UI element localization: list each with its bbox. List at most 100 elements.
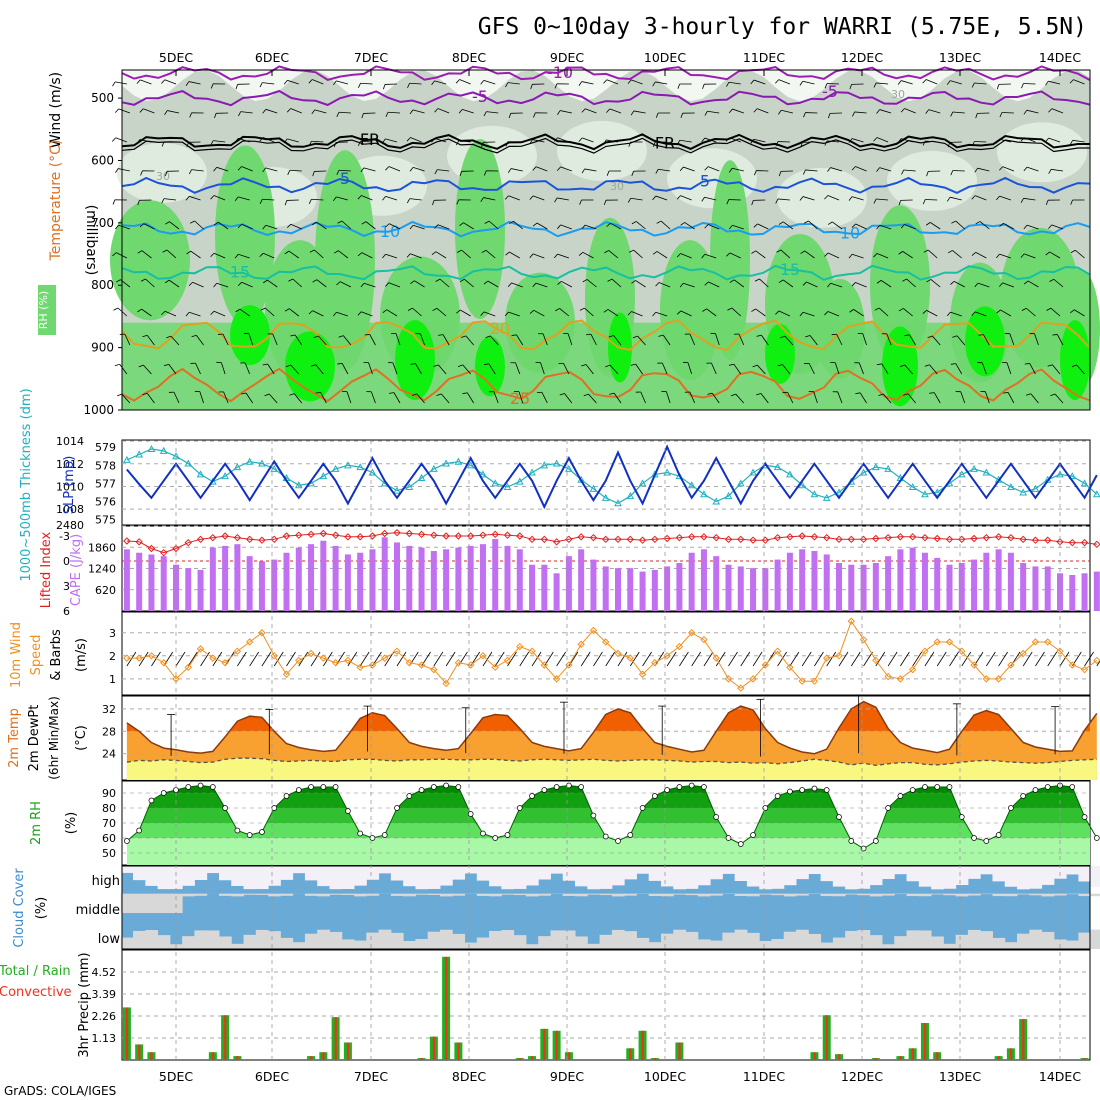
wind10m-barb xyxy=(507,651,517,667)
wind10m-barb xyxy=(703,651,714,667)
wind-barb-flag xyxy=(680,113,684,119)
rh-tick-label: 50 xyxy=(102,847,116,860)
wind-barb xyxy=(704,137,717,143)
cloud-low-bar xyxy=(869,935,883,949)
wind-barb xyxy=(757,108,769,114)
precip-tick-label: 3.39 xyxy=(92,988,117,1001)
wind-barb xyxy=(787,392,794,404)
lifted-index-point xyxy=(184,538,192,547)
wind-barb xyxy=(927,249,938,259)
wind-speed-point xyxy=(896,675,905,683)
wind-barb-flag xyxy=(950,363,956,365)
rh-point xyxy=(934,784,941,790)
wind-barb-flag xyxy=(775,310,780,315)
cloud-middle-gap xyxy=(734,893,748,897)
wind-barb-flag xyxy=(902,278,907,282)
isotherm-label: 15 xyxy=(780,260,800,279)
wind10m-barb xyxy=(1035,651,1045,667)
cloud-high-gap xyxy=(292,866,306,874)
isotherm-label: 20 xyxy=(490,319,510,338)
wind-barb xyxy=(683,166,695,172)
cape-bar xyxy=(565,556,572,611)
wind-barb-flag xyxy=(777,364,783,367)
cloud-high-gap xyxy=(427,866,441,889)
wind10m-barb xyxy=(494,651,505,667)
wind-barb-flag xyxy=(1024,363,1030,365)
cloud-high-gap xyxy=(894,866,908,875)
wind-barb-flag xyxy=(975,113,978,119)
wind-speed-point xyxy=(430,665,438,674)
temp-tick-label: 28 xyxy=(102,725,116,738)
wind-barb xyxy=(164,198,177,201)
cloud-high-gap xyxy=(280,866,294,880)
wind-barb-flag xyxy=(287,170,291,175)
wind-barb-flag xyxy=(433,364,439,367)
wind-barb-flag xyxy=(237,166,242,171)
wind-barb-flag xyxy=(971,82,975,88)
wind-barb xyxy=(507,82,520,85)
thickness-point xyxy=(638,479,647,487)
wind-barb xyxy=(633,110,646,114)
lifted-index-point xyxy=(749,536,757,544)
wind-barb-flag xyxy=(974,282,979,288)
wind10m-barb xyxy=(1047,651,1058,667)
cape-bar xyxy=(971,559,978,611)
cloud-high-gap xyxy=(366,866,380,880)
wind-barb xyxy=(535,166,548,172)
wind-barb-flag xyxy=(1025,393,1031,396)
lifted-index-point xyxy=(393,528,401,537)
cloud-high-gap xyxy=(403,866,416,887)
wind10m-barb xyxy=(1096,660,1100,667)
wind-barb xyxy=(168,279,180,288)
wind-barb-flag xyxy=(606,108,611,113)
lifted-index-point xyxy=(540,535,549,544)
wind-barb-flag xyxy=(237,281,242,287)
wind-barb xyxy=(880,280,892,288)
wind10m-barb xyxy=(580,651,591,667)
wind-barb-flag xyxy=(112,252,117,257)
cape-bar xyxy=(1093,571,1100,611)
wind-barb-flag xyxy=(166,335,172,339)
wind-barb xyxy=(415,363,422,375)
cloud-middle-gap xyxy=(403,893,416,897)
wind-speed-point xyxy=(798,677,806,685)
isotherm-label: 5 xyxy=(700,172,710,191)
wind-barb-flag xyxy=(185,196,190,201)
rh-point xyxy=(1093,835,1100,841)
wind-barb-flag xyxy=(603,79,608,84)
wind-barb-flag xyxy=(652,142,656,148)
rh-band-fill xyxy=(148,793,1081,808)
wind-barb xyxy=(837,391,843,404)
cloud-middle-gap xyxy=(820,893,834,897)
wind-speed-point xyxy=(589,626,598,635)
wind-barb xyxy=(460,309,471,317)
wind-barb xyxy=(532,195,545,201)
cloud-low-bar xyxy=(931,936,944,949)
thickness-point xyxy=(196,470,205,478)
wind-barb xyxy=(707,166,720,172)
cloud-high-label: high xyxy=(92,874,120,889)
cloud-high-gap xyxy=(218,866,232,881)
wind-barb xyxy=(802,196,815,201)
wind-barb xyxy=(782,279,794,288)
wind-barb xyxy=(143,364,152,375)
lifted-index-point xyxy=(528,535,536,544)
wind-barb-flag xyxy=(161,141,165,147)
lifted-index-point xyxy=(577,533,585,541)
wind-barb-flag xyxy=(112,199,116,205)
cape-bar xyxy=(492,539,499,611)
rh-point xyxy=(701,784,707,790)
isotherm-label: FR xyxy=(655,134,675,153)
wind-barb-flag xyxy=(263,279,268,284)
top-day-label-13dec: 13DEC xyxy=(939,50,981,65)
wind-barb-flag xyxy=(627,311,632,316)
cloud-low-bar xyxy=(624,931,637,949)
cloud-high-gap xyxy=(1078,866,1092,882)
lifted-index-point xyxy=(675,533,684,542)
cloud-low-bar xyxy=(648,942,662,949)
wind-barb xyxy=(244,362,251,375)
wind-barb-flag xyxy=(751,308,756,312)
wind-barb xyxy=(338,111,351,114)
rh-point xyxy=(995,832,1002,838)
